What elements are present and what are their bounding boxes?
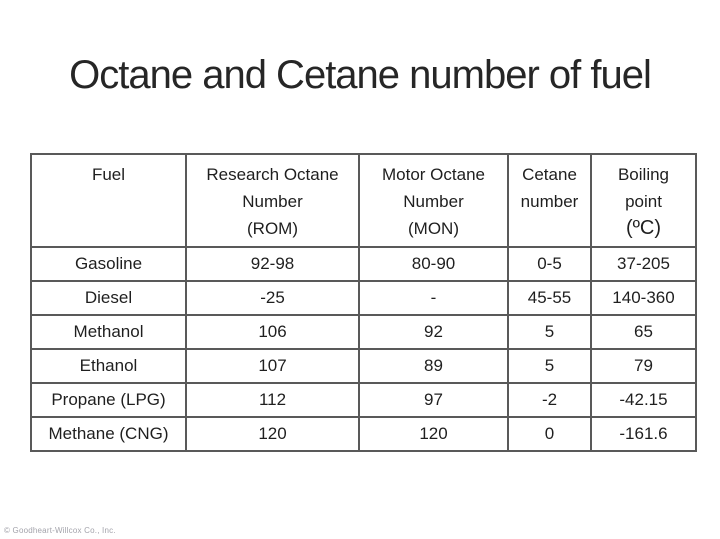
header-line: Fuel bbox=[91, 165, 126, 184]
table-cell: Propane (LPG) bbox=[30, 382, 187, 418]
column-header-cetane-number: Cetane number bbox=[507, 153, 592, 248]
table-cell: 5 bbox=[507, 348, 592, 384]
header-line: Motor Octane bbox=[382, 165, 485, 184]
table-row-ethanol: Ethanol 107 89 5 79 bbox=[30, 348, 697, 384]
header-line: Research Octane bbox=[206, 165, 339, 184]
column-header-boiling-point: Boiling point (ºC) bbox=[590, 153, 697, 248]
table-cell: 92 bbox=[358, 314, 509, 350]
table-cell: 80-90 bbox=[358, 246, 509, 282]
header-line: (ROM) bbox=[247, 219, 298, 238]
table-cell: Diesel bbox=[30, 280, 187, 316]
slide-title: Octane and Cetane number of fuel bbox=[69, 53, 652, 97]
table-cell: 120 bbox=[185, 416, 360, 452]
table-cell: 45-55 bbox=[507, 280, 592, 316]
table-cell: -25 bbox=[185, 280, 360, 316]
table-row-methanol: Methanol 106 92 5 65 bbox=[30, 314, 697, 350]
header-line: Boiling bbox=[617, 165, 670, 184]
table-row-propane: Propane (LPG) 112 97 -2 -42.15 bbox=[30, 382, 697, 418]
table-cell: 106 bbox=[185, 314, 360, 350]
header-line: Number bbox=[403, 192, 464, 211]
header-line: number bbox=[520, 192, 579, 211]
table-row-diesel: Diesel -25 - 45-55 140-360 bbox=[30, 280, 697, 316]
table-row-gasoline: Gasoline 92-98 80-90 0-5 37-205 bbox=[30, 246, 697, 282]
header-line: point bbox=[625, 192, 662, 211]
column-header-research-octane-number: Research Octane Number (ROM) bbox=[185, 153, 360, 248]
table-cell: -42.15 bbox=[590, 382, 697, 418]
table-cell: 0 bbox=[507, 416, 592, 452]
table-cell: 37-205 bbox=[590, 246, 697, 282]
table-cell: - bbox=[358, 280, 509, 316]
table-cell: Ethanol bbox=[30, 348, 187, 384]
table-row-methane: Methane (CNG) 120 120 0 -161.6 bbox=[30, 416, 697, 452]
header-line: Number bbox=[242, 192, 303, 211]
fuel-table: Fuel Research Octane Number (ROM) Motor … bbox=[30, 153, 697, 452]
table-cell: Gasoline bbox=[30, 246, 187, 282]
table-cell: 140-360 bbox=[590, 280, 697, 316]
table-cell: 65 bbox=[590, 314, 697, 350]
header-line: (ºC) bbox=[625, 217, 662, 239]
table-cell: 107 bbox=[185, 348, 360, 384]
table-cell: 5 bbox=[507, 314, 592, 350]
table-cell: 0-5 bbox=[507, 246, 592, 282]
table-cell: 92-98 bbox=[185, 246, 360, 282]
table-cell: 112 bbox=[185, 382, 360, 418]
header-line: (MON) bbox=[408, 219, 459, 238]
table-cell: Methane (CNG) bbox=[30, 416, 187, 452]
table-cell: 120 bbox=[358, 416, 509, 452]
table-header-row: Fuel Research Octane Number (ROM) Motor … bbox=[30, 153, 697, 248]
copyright-text: © Goodheart-Willcox Co., Inc. bbox=[4, 526, 116, 535]
header-line: Cetane bbox=[522, 165, 577, 184]
column-header-fuel: Fuel bbox=[30, 153, 187, 248]
table-cell: -161.6 bbox=[590, 416, 697, 452]
table-cell: 79 bbox=[590, 348, 697, 384]
column-header-motor-octane-number: Motor Octane Number (MON) bbox=[358, 153, 509, 248]
table-cell: 89 bbox=[358, 348, 509, 384]
table-cell: -2 bbox=[507, 382, 592, 418]
table-cell: Methanol bbox=[30, 314, 187, 350]
table-cell: 97 bbox=[358, 382, 509, 418]
